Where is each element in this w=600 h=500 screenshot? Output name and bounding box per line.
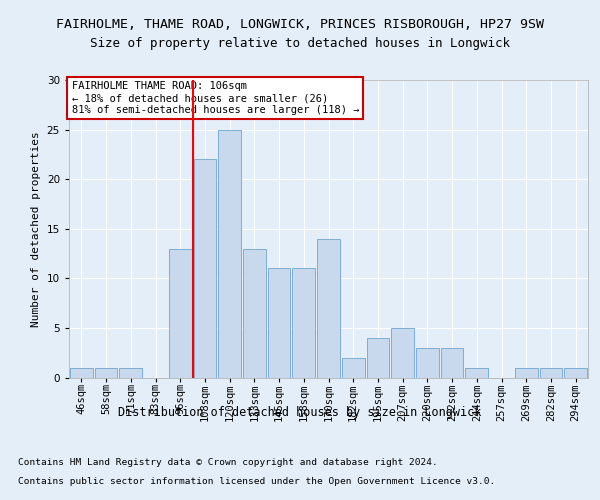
Text: FAIRHOLME, THAME ROAD, LONGWICK, PRINCES RISBOROUGH, HP27 9SW: FAIRHOLME, THAME ROAD, LONGWICK, PRINCES… (56, 18, 544, 30)
Bar (391, 328, 414, 378)
Bar (119, 368, 142, 378)
Bar (441, 348, 463, 378)
Bar (268, 268, 290, 378)
Bar (564, 368, 587, 378)
Bar (342, 358, 365, 378)
Text: FAIRHOLME THAME ROAD: 106sqm
← 18% of detached houses are smaller (26)
81% of se: FAIRHOLME THAME ROAD: 106sqm ← 18% of de… (71, 82, 359, 114)
Bar (194, 160, 216, 378)
Bar (416, 348, 439, 378)
Bar (367, 338, 389, 378)
Bar (218, 130, 241, 378)
Bar (243, 248, 266, 378)
Y-axis label: Number of detached properties: Number of detached properties (31, 131, 41, 326)
Text: Contains public sector information licensed under the Open Government Licence v3: Contains public sector information licen… (18, 476, 495, 486)
Bar (539, 368, 562, 378)
Bar (95, 368, 118, 378)
Bar (169, 248, 191, 378)
Bar (466, 368, 488, 378)
Bar (317, 238, 340, 378)
Text: Contains HM Land Registry data © Crown copyright and database right 2024.: Contains HM Land Registry data © Crown c… (18, 458, 438, 467)
Text: Size of property relative to detached houses in Longwick: Size of property relative to detached ho… (90, 38, 510, 51)
Text: Distribution of detached houses by size in Longwick: Distribution of detached houses by size … (118, 406, 482, 419)
Bar (292, 268, 315, 378)
Bar (515, 368, 538, 378)
Bar (70, 368, 93, 378)
